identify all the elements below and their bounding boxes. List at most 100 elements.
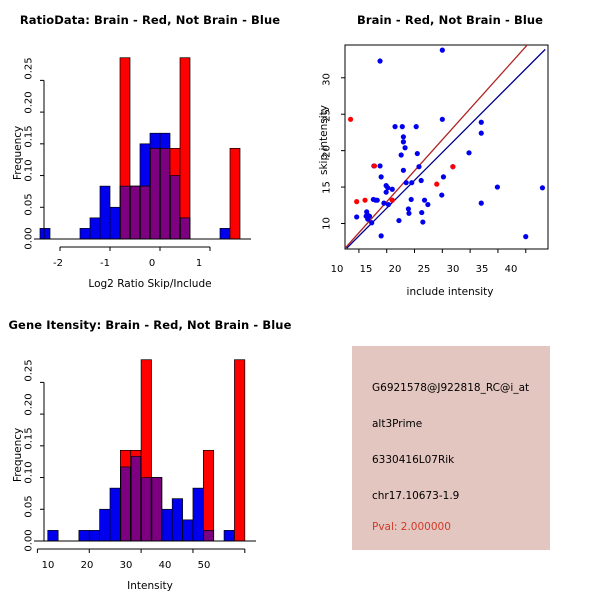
histogram-bar-not-brain bbox=[99, 508, 111, 542]
scatter-point bbox=[414, 150, 420, 157]
histogram-bar-overlap bbox=[170, 175, 180, 240]
scatter-point bbox=[494, 184, 500, 190]
scatter-canvas bbox=[341, 44, 549, 253]
histogram-bar-overlap bbox=[180, 217, 190, 240]
histogram-bar-not-brain bbox=[161, 508, 173, 542]
histogram-bar-overlap bbox=[141, 477, 152, 542]
scatter-point bbox=[389, 186, 395, 192]
histogram-bar-not-brain bbox=[78, 530, 90, 542]
scatter-xtick-1: 15 bbox=[359, 264, 373, 275]
scatter-panel: Brain - Red, Not Brain - Blue include in… bbox=[300, 0, 600, 300]
scatter-fit-lines bbox=[345, 45, 546, 249]
histogram-bar-overlap bbox=[130, 185, 140, 240]
ratio-histogram-canvas bbox=[34, 57, 251, 251]
intensity-xtick-4: 50 bbox=[197, 560, 211, 571]
scatter-point bbox=[374, 197, 380, 203]
scatter-point bbox=[416, 164, 422, 170]
histogram-bar-not-brain bbox=[39, 228, 51, 240]
scatter-point bbox=[403, 180, 409, 186]
scatter-point bbox=[478, 200, 484, 206]
histogram-bar-brain bbox=[202, 449, 215, 542]
scatter-title: Brain - Red, Not Brain - Blue bbox=[356, 13, 544, 27]
ratio-xtick-1: -1 bbox=[100, 258, 110, 269]
scatter-point bbox=[425, 201, 431, 208]
histogram-bar-overlap bbox=[160, 147, 170, 240]
intensity-xtick-1: 20 bbox=[80, 560, 94, 571]
histogram-bars bbox=[39, 57, 241, 240]
histogram-bar-not-brain bbox=[109, 487, 121, 542]
scatter-point bbox=[400, 134, 406, 140]
intensity-xtick-0: 10 bbox=[41, 560, 55, 571]
scatter-point bbox=[400, 139, 406, 145]
scatter-point bbox=[378, 174, 384, 180]
scatter-point bbox=[439, 47, 445, 53]
scatter-point bbox=[408, 196, 414, 203]
scatter-xtick-6: 40 bbox=[504, 264, 518, 275]
scatter-point bbox=[399, 124, 405, 130]
scatter-point bbox=[383, 189, 389, 195]
scatter-point bbox=[418, 177, 424, 184]
ratio-xtick-3: 1 bbox=[195, 258, 203, 269]
histogram-bar-not-brain bbox=[223, 530, 235, 542]
histogram-bar-overlap bbox=[130, 456, 142, 542]
scatter-point bbox=[381, 200, 387, 206]
scatter-frame bbox=[344, 44, 549, 250]
scatter-point bbox=[400, 167, 406, 173]
scatter-point bbox=[362, 197, 368, 203]
scatter-point bbox=[450, 164, 456, 170]
histogram-bar-not-brain bbox=[79, 228, 91, 240]
gene-info-box: G6921578@J922818_RC@i_at alt3Prime 63304… bbox=[352, 346, 550, 550]
ratio-histogram-panel: RatioData: Brain - Red, Not Brain - Blue… bbox=[0, 0, 300, 300]
ratio-histogram-xlabel: Log2 Ratio Skip/Include bbox=[88, 278, 212, 290]
scatter-xtick-0: 10 bbox=[330, 264, 344, 275]
scatter-xtick-3: 25 bbox=[417, 264, 431, 275]
scatter-point bbox=[466, 150, 472, 156]
scatter-point bbox=[354, 214, 360, 220]
fit-line-brain-fit bbox=[345, 45, 529, 249]
locus-text: chr17.10673-1.9 bbox=[372, 490, 460, 502]
histogram-bar-overlap bbox=[120, 466, 131, 542]
pval-text: Pval: 2.000000 bbox=[372, 521, 451, 533]
scatter-point bbox=[369, 220, 375, 226]
scatter-point bbox=[354, 199, 360, 205]
ratio-xtick-2: 0 bbox=[148, 258, 156, 269]
scatter-point bbox=[409, 180, 415, 186]
intensity-histogram-panel: Gene Itensity: Brain - Red, Not Brain - … bbox=[0, 300, 300, 600]
scatter-point bbox=[406, 210, 412, 216]
scatter-point bbox=[419, 209, 425, 216]
scatter-point bbox=[389, 197, 395, 203]
histogram-axes bbox=[34, 79, 251, 251]
histogram-bar-overlap bbox=[150, 147, 160, 240]
histogram-bar-brain bbox=[229, 147, 241, 240]
scatter-axes bbox=[341, 77, 527, 253]
scatter-xlabel: include intensity bbox=[406, 286, 494, 298]
scatter-point bbox=[398, 152, 404, 158]
histogram-bar-brain bbox=[179, 57, 191, 240]
scatter-point bbox=[402, 145, 408, 151]
scatter-point bbox=[478, 119, 484, 125]
scatter-point bbox=[377, 58, 383, 64]
gene-symbol-text: 6330416L07Rik bbox=[372, 454, 455, 466]
scatter-point bbox=[365, 216, 371, 222]
scatter-point bbox=[478, 130, 484, 136]
scatter-point bbox=[539, 185, 546, 191]
histogram-bar-not-brain bbox=[182, 519, 194, 542]
scatter-point bbox=[371, 163, 378, 169]
scatter-point bbox=[378, 233, 384, 239]
scatter-point bbox=[385, 185, 391, 191]
intensity-xtick-3: 40 bbox=[158, 560, 172, 571]
scatter-point bbox=[523, 234, 529, 240]
histogram-bar-not-brain bbox=[192, 487, 204, 542]
histogram-bar-not-brain bbox=[109, 206, 121, 240]
scatter-point bbox=[385, 201, 391, 208]
histogram-bar-overlap bbox=[203, 530, 214, 542]
histogram-bar-overlap bbox=[140, 185, 150, 240]
scatter-point bbox=[420, 219, 426, 225]
histogram-bar-not-brain bbox=[47, 530, 59, 542]
intensity-xtick-2: 30 bbox=[119, 560, 133, 571]
scatter-point bbox=[434, 181, 440, 187]
histogram-bar-overlap bbox=[151, 477, 162, 542]
histogram-axes bbox=[34, 381, 256, 553]
scatter-point bbox=[392, 124, 398, 130]
scatter-point bbox=[413, 124, 419, 130]
